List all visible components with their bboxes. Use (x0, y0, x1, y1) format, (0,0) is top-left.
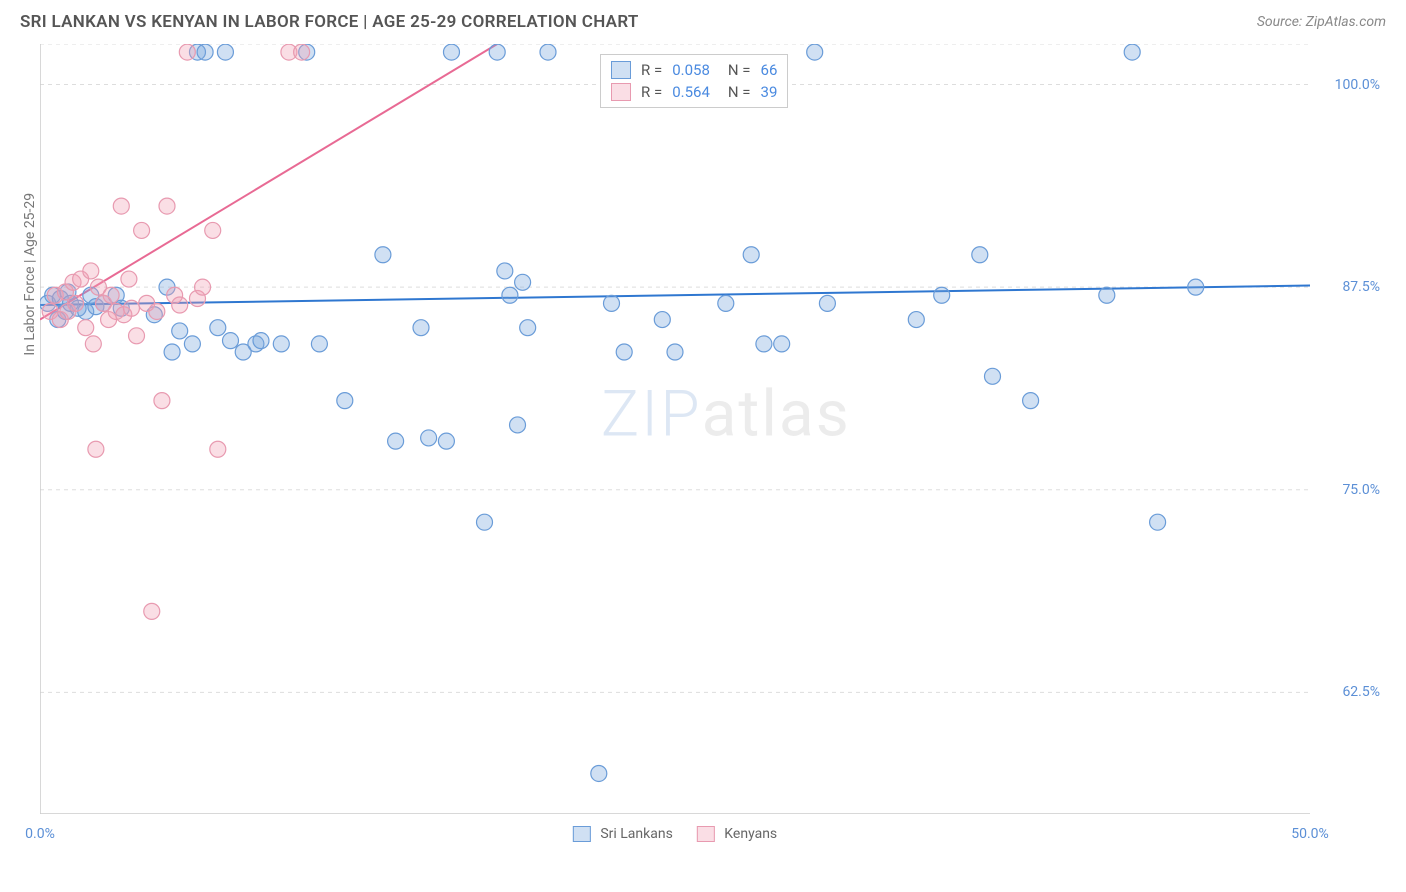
scatter-chart (40, 44, 1310, 814)
y-tick-label: 62.5% (1342, 684, 1380, 700)
y-tick-label: 100.0% (1335, 77, 1380, 93)
legend-bottom: Sri Lankans Kenyans (573, 826, 777, 842)
r-value: 0.564 (672, 83, 710, 101)
legend-swatch-sri-lankans (573, 826, 591, 842)
legend-label-sri-lankans: Sri Lankans (600, 826, 673, 842)
n-label: N = (728, 61, 751, 79)
r-label: R = (641, 83, 662, 101)
correlation-legend-row: R = 0.564 N = 39 (611, 81, 777, 103)
x-tick-label: 0.0% (25, 826, 55, 842)
correlation-swatch (611, 83, 631, 101)
legend-label-kenyans: Kenyans (724, 826, 777, 842)
correlation-legend: R = 0.058 N = 66 R = 0.564 N = 39 (600, 54, 788, 108)
correlation-swatch (611, 61, 631, 79)
chart-title: SRI LANKAN VS KENYAN IN LABOR FORCE | AG… (20, 12, 639, 32)
n-value: 39 (761, 83, 778, 101)
correlation-legend-row: R = 0.058 N = 66 (611, 59, 777, 81)
legend-item-sri-lankans: Sri Lankans (573, 826, 673, 842)
chart-container: In Labor Force | Age 25-29 75.0%100.0%62… (40, 44, 1310, 814)
legend-swatch-kenyans (697, 826, 715, 842)
y-tick-label: 75.0% (1342, 482, 1380, 498)
r-label: R = (641, 61, 662, 79)
r-value: 0.058 (672, 61, 710, 79)
n-label: N = (728, 83, 751, 101)
chart-source: Source: ZipAtlas.com (1257, 14, 1386, 30)
x-tick-label: 50.0% (1291, 826, 1329, 842)
y-tick-label: 87.5% (1342, 279, 1380, 295)
y-axis-label: In Labor Force | Age 25-29 (22, 193, 38, 356)
chart-header: SRI LANKAN VS KENYAN IN LABOR FORCE | AG… (0, 0, 1406, 40)
n-value: 66 (761, 61, 778, 79)
legend-item-kenyans: Kenyans (697, 826, 777, 842)
